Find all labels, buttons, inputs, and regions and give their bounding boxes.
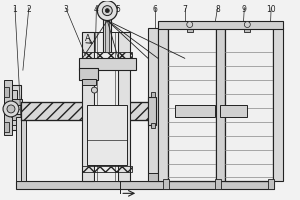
- Text: 4: 4: [94, 5, 99, 14]
- Bar: [168, 28, 215, 181]
- Bar: [9, 90, 17, 125]
- Circle shape: [7, 105, 15, 113]
- Bar: [148, 28, 158, 181]
- Bar: [103, 13, 111, 52]
- Bar: [4, 122, 9, 132]
- Text: A: A: [85, 34, 90, 43]
- Text: 1: 1: [13, 5, 17, 14]
- Text: 6: 6: [152, 5, 158, 14]
- Circle shape: [244, 22, 250, 28]
- Text: 2: 2: [26, 5, 31, 14]
- Text: 10: 10: [266, 5, 276, 14]
- Bar: [4, 87, 9, 97]
- Bar: [226, 28, 273, 181]
- Bar: [148, 173, 158, 181]
- Text: 5: 5: [116, 5, 121, 14]
- Bar: [21, 102, 249, 120]
- Bar: [4, 99, 22, 105]
- Bar: [158, 21, 283, 28]
- Bar: [82, 32, 94, 181]
- Bar: [151, 92, 155, 97]
- Bar: [94, 32, 118, 181]
- Bar: [16, 117, 21, 181]
- Bar: [187, 25, 193, 32]
- Text: 9: 9: [242, 5, 247, 14]
- Bar: [244, 25, 250, 32]
- Bar: [268, 179, 274, 189]
- Bar: [4, 114, 22, 120]
- Circle shape: [3, 101, 19, 117]
- Bar: [220, 105, 247, 117]
- Bar: [82, 52, 132, 58]
- Bar: [9, 85, 21, 130]
- Text: 7: 7: [182, 5, 187, 14]
- Bar: [79, 68, 98, 80]
- Bar: [87, 105, 127, 165]
- Circle shape: [8, 105, 18, 115]
- Circle shape: [98, 1, 117, 21]
- Bar: [82, 166, 132, 171]
- Bar: [16, 181, 274, 189]
- Bar: [4, 80, 12, 135]
- Bar: [105, 13, 109, 52]
- Bar: [21, 117, 26, 181]
- Bar: [148, 97, 156, 125]
- Bar: [175, 105, 214, 117]
- Bar: [215, 28, 226, 181]
- Bar: [82, 79, 96, 85]
- Text: 3: 3: [63, 5, 68, 14]
- Bar: [163, 179, 169, 189]
- Bar: [273, 28, 283, 181]
- Bar: [151, 123, 155, 128]
- Bar: [118, 32, 130, 181]
- Bar: [214, 179, 220, 189]
- Text: 8: 8: [215, 5, 220, 14]
- Circle shape: [102, 6, 112, 16]
- Bar: [79, 58, 136, 70]
- Bar: [158, 28, 168, 181]
- Circle shape: [187, 22, 193, 28]
- Circle shape: [92, 87, 98, 93]
- Circle shape: [105, 9, 109, 13]
